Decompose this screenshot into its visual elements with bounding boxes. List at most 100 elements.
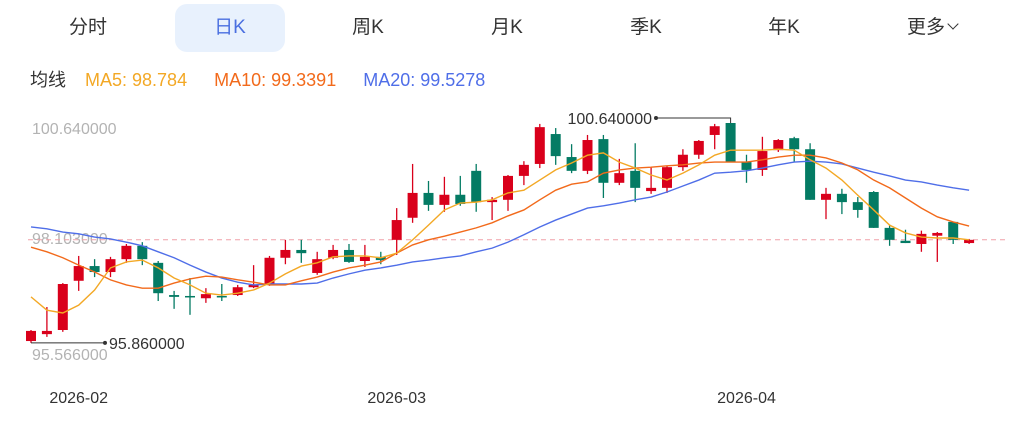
candle-body <box>105 259 116 273</box>
candle-body <box>312 259 323 273</box>
candle-body <box>852 202 863 210</box>
candle <box>534 123 545 169</box>
candle-body <box>789 138 800 150</box>
ma5-line <box>30 148 970 314</box>
candle <box>757 136 768 176</box>
candle-body <box>932 232 943 236</box>
candle <box>852 197 863 218</box>
candle <box>598 134 609 198</box>
candle-body <box>471 170 482 203</box>
candle-body <box>916 233 927 244</box>
candle-body <box>534 127 545 164</box>
legend-ma20: MA20: 99.5278 <box>363 70 486 90</box>
candle-body <box>391 220 402 240</box>
candle <box>169 290 180 309</box>
tab-label: 日K <box>214 17 246 38</box>
candle-body <box>232 287 243 296</box>
candle <box>932 232 943 262</box>
candle-body <box>41 330 52 335</box>
candle-body <box>439 194 450 205</box>
candle-body <box>137 245 148 260</box>
candle-body <box>153 262 164 294</box>
candle-body <box>709 126 720 135</box>
tab-weekly-k[interactable]: 周K <box>313 4 423 52</box>
candle <box>614 158 625 186</box>
candle-body <box>805 149 816 200</box>
candle <box>264 255 275 286</box>
candle-body <box>89 266 100 273</box>
high-marker-label: 100.640000 <box>567 111 652 128</box>
candle <box>26 330 36 343</box>
candle <box>805 143 816 200</box>
candle-body <box>773 140 784 151</box>
candle <box>725 123 736 163</box>
candle-body <box>662 167 672 188</box>
candle <box>471 163 482 212</box>
tab-intraday[interactable]: 分时 <box>33 4 143 52</box>
candle-body <box>169 295 180 297</box>
candle-body <box>216 295 227 298</box>
candle <box>89 259 100 278</box>
candle <box>439 176 450 212</box>
candle <box>900 229 911 244</box>
candle-body <box>487 199 498 203</box>
candle-body <box>26 330 36 342</box>
candle <box>216 284 227 302</box>
candle-body <box>725 123 736 163</box>
candle <box>709 123 720 150</box>
tab-yearly-k[interactable]: 年K <box>729 4 839 52</box>
candle-body <box>248 284 259 288</box>
candle <box>916 230 927 252</box>
period-tabs: 分时 日K 周K 月K 季K 年K 更多 <box>0 0 1032 56</box>
x-tick-label: 2026-04 <box>717 390 776 407</box>
candle-body <box>550 134 561 157</box>
candle <box>232 284 243 296</box>
candle-body <box>185 295 195 298</box>
tab-more[interactable]: 更多 <box>877 4 987 52</box>
candle-body <box>836 193 847 203</box>
tab-daily-k[interactable]: 日K <box>175 4 285 52</box>
tab-monthly-k[interactable]: 月K <box>452 4 562 52</box>
candle-body <box>264 257 275 284</box>
ma20-line <box>30 160 970 286</box>
candle <box>630 143 641 203</box>
candle <box>821 187 831 220</box>
candle <box>550 128 561 165</box>
candle-body <box>566 157 577 171</box>
x-tick-label: 2026-03 <box>367 390 426 407</box>
candle-body <box>614 173 625 183</box>
candle-body <box>630 170 641 188</box>
candle <box>566 144 577 174</box>
tab-label: 年K <box>768 17 800 38</box>
candle-body <box>646 187 657 192</box>
candle <box>677 149 688 171</box>
candle-body <box>280 249 291 258</box>
tab-label: 月K <box>491 17 523 38</box>
y-label-min: 95.566000 <box>32 347 108 364</box>
legend-ma5: MA5: 98.784 <box>85 70 188 90</box>
tab-quarterly-k[interactable]: 季K <box>591 4 701 52</box>
candle <box>296 239 307 263</box>
candle-body <box>200 294 211 299</box>
candle-body <box>73 266 84 281</box>
candle-body <box>296 249 307 254</box>
candle-body <box>359 256 370 261</box>
legend-title: 均线 <box>30 70 66 90</box>
candle <box>693 140 704 159</box>
candle <box>836 188 847 215</box>
candle-body <box>948 221 959 240</box>
y-label-last: 98.103000 <box>32 231 108 248</box>
candle <box>105 256 116 278</box>
candle-body <box>328 249 339 258</box>
candle-body <box>518 164 529 176</box>
candle <box>344 243 354 263</box>
y-label-max: 100.640000 <box>32 121 117 138</box>
candle <box>121 243 132 263</box>
ma-legend: 均线 MA5: 98.784 MA10: 99.3391 MA20: 99.52… <box>30 66 499 92</box>
candle-body <box>598 139 609 183</box>
candle-body <box>121 245 132 260</box>
candle <box>73 255 84 291</box>
candle-body <box>693 140 704 155</box>
candle-body <box>423 192 434 205</box>
